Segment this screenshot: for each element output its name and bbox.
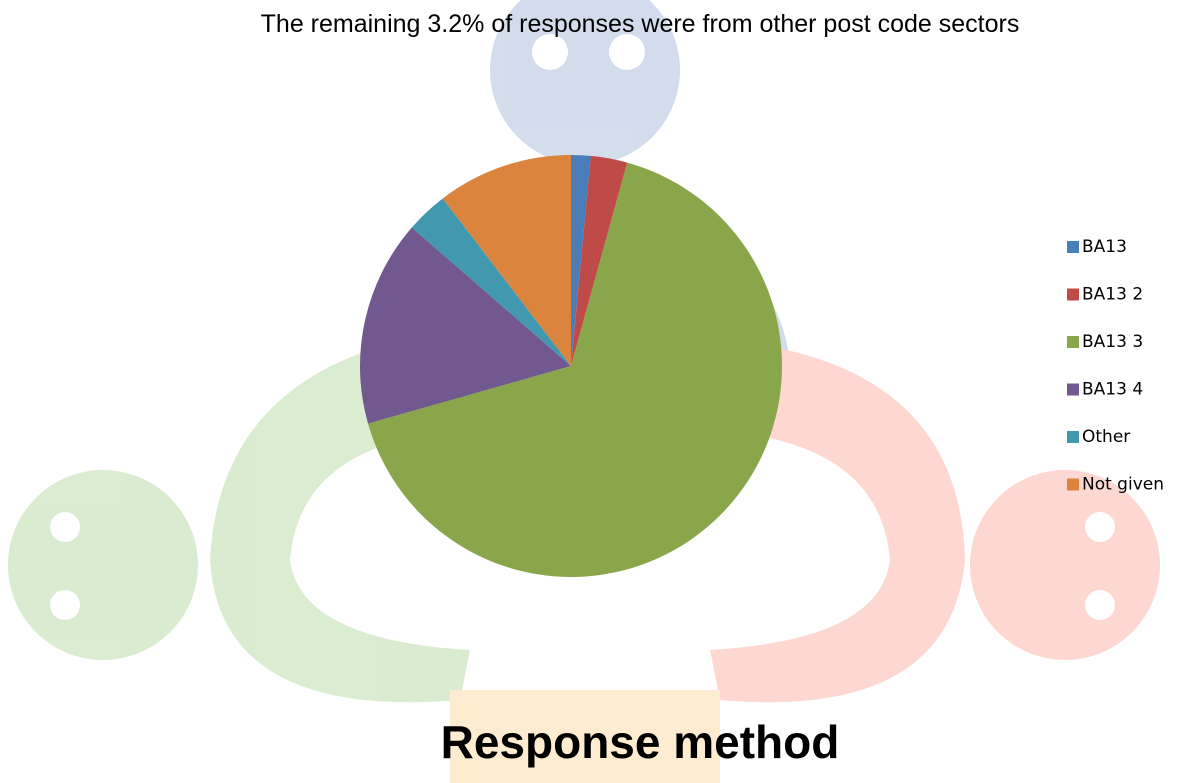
legend: BA13 BA13 2 BA13 3 BA13 4 Other Not given	[1067, 237, 1164, 495]
subtitle: The remaining 3.2% of responses were fro…	[261, 10, 1020, 38]
pie-slice	[442, 155, 571, 366]
legend-label: BA13 3	[1082, 332, 1143, 352]
legend-swatch	[1067, 431, 1079, 443]
legend-swatch	[1067, 241, 1079, 253]
chart-title: Response method	[441, 716, 840, 768]
pie-slice	[411, 198, 571, 366]
pie	[360, 155, 782, 577]
legend-label: Not given	[1082, 475, 1164, 495]
legend-label: Other	[1082, 427, 1130, 447]
legend-label: BA13 4	[1082, 380, 1143, 400]
legend-swatch	[1067, 478, 1079, 491]
pie-slice	[571, 155, 591, 366]
pie-slice	[571, 155, 628, 366]
legend-swatch	[1067, 383, 1079, 396]
pie-slice	[368, 162, 782, 577]
legend-swatch	[1067, 336, 1079, 348]
legend-swatch	[1067, 288, 1079, 301]
pie-slice	[360, 227, 571, 424]
legend-label: BA13	[1082, 237, 1127, 257]
legend-label: BA13 2	[1082, 285, 1143, 305]
